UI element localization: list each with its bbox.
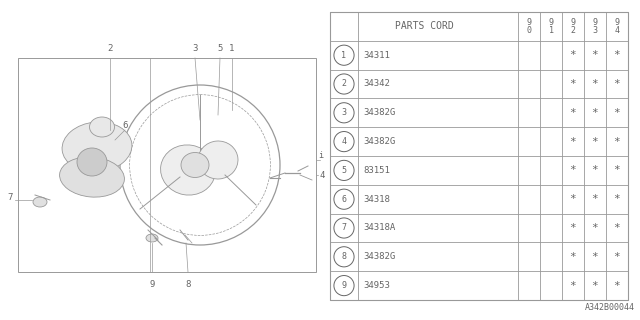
Text: 9: 9 xyxy=(342,281,346,290)
Text: 7: 7 xyxy=(342,223,346,233)
Text: 83151: 83151 xyxy=(363,166,390,175)
Text: 34318: 34318 xyxy=(363,195,390,204)
Text: i: i xyxy=(318,150,323,159)
Ellipse shape xyxy=(181,153,209,178)
Text: 2: 2 xyxy=(108,44,113,53)
Text: 6: 6 xyxy=(122,121,128,130)
Text: *: * xyxy=(570,194,577,204)
Text: 5: 5 xyxy=(218,44,223,53)
Text: 9
2: 9 2 xyxy=(570,18,575,35)
Text: A342B00044: A342B00044 xyxy=(585,303,635,312)
Text: *: * xyxy=(591,194,598,204)
Ellipse shape xyxy=(198,141,238,179)
Text: *: * xyxy=(614,108,620,118)
Text: *: * xyxy=(570,79,577,89)
Ellipse shape xyxy=(146,234,158,242)
Text: 34382G: 34382G xyxy=(363,252,396,261)
Text: PARTS CORD: PARTS CORD xyxy=(395,21,453,31)
Text: *: * xyxy=(614,79,620,89)
Text: 34318A: 34318A xyxy=(363,223,396,233)
Text: 4: 4 xyxy=(342,137,346,146)
Text: *: * xyxy=(591,108,598,118)
Text: *: * xyxy=(570,50,577,60)
Text: *: * xyxy=(570,137,577,147)
Text: 34382G: 34382G xyxy=(363,108,396,117)
Text: 9
1: 9 1 xyxy=(548,18,554,35)
Ellipse shape xyxy=(60,157,124,197)
Text: *: * xyxy=(570,223,577,233)
Text: 1: 1 xyxy=(229,44,235,53)
Text: *: * xyxy=(570,165,577,175)
Bar xyxy=(330,12,628,300)
Text: *: * xyxy=(570,281,577,291)
Text: *: * xyxy=(570,252,577,262)
Text: *: * xyxy=(614,223,620,233)
Text: 9
3: 9 3 xyxy=(593,18,598,35)
Text: *: * xyxy=(591,165,598,175)
Ellipse shape xyxy=(33,197,47,207)
Text: 34311: 34311 xyxy=(363,51,390,60)
Text: 2: 2 xyxy=(342,79,346,89)
Text: 7: 7 xyxy=(7,194,13,203)
Text: *: * xyxy=(591,79,598,89)
Text: 4: 4 xyxy=(320,171,325,180)
Text: 3: 3 xyxy=(342,108,346,117)
Text: 34342: 34342 xyxy=(363,79,390,89)
Text: 9
0: 9 0 xyxy=(527,18,531,35)
Text: 6: 6 xyxy=(342,195,346,204)
Text: 5: 5 xyxy=(342,166,346,175)
Text: 9: 9 xyxy=(149,280,155,289)
Bar xyxy=(18,58,316,272)
Text: *: * xyxy=(591,223,598,233)
Text: 8: 8 xyxy=(186,280,191,289)
Text: *: * xyxy=(614,137,620,147)
Text: 8: 8 xyxy=(342,252,346,261)
Text: *: * xyxy=(591,281,598,291)
Ellipse shape xyxy=(90,117,115,137)
Text: *: * xyxy=(614,252,620,262)
Ellipse shape xyxy=(161,145,216,195)
Text: *: * xyxy=(591,252,598,262)
Text: 34953: 34953 xyxy=(363,281,390,290)
Text: 34382G: 34382G xyxy=(363,137,396,146)
Text: 1: 1 xyxy=(342,51,346,60)
Text: *: * xyxy=(570,108,577,118)
Text: *: * xyxy=(614,281,620,291)
Text: *: * xyxy=(591,50,598,60)
Text: 9
4: 9 4 xyxy=(614,18,620,35)
Text: 3: 3 xyxy=(192,44,198,53)
Ellipse shape xyxy=(77,148,107,176)
Text: *: * xyxy=(591,137,598,147)
Text: *: * xyxy=(614,194,620,204)
Text: *: * xyxy=(614,50,620,60)
Text: *: * xyxy=(614,165,620,175)
Ellipse shape xyxy=(62,122,132,172)
